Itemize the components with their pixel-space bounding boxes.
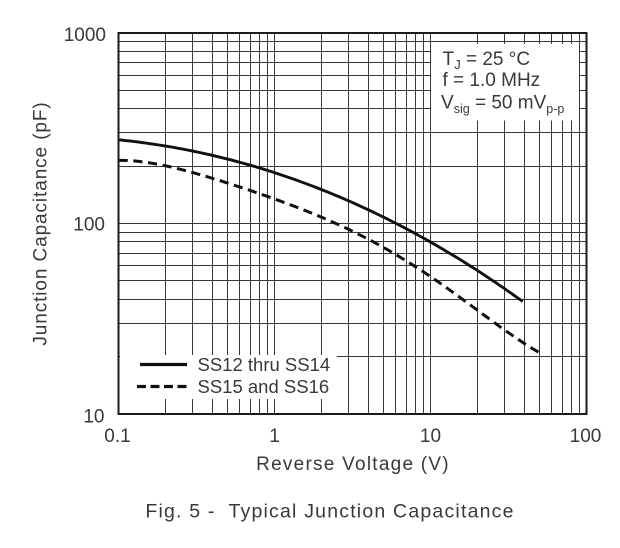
svg-text:100: 100 <box>570 426 602 447</box>
svg-text:Fig. 5 - Typical Junction Cap: Fig. 5 - Typical Junction Capacitance <box>145 501 514 523</box>
svg-text:f = 1.0 MHz: f = 1.0 MHz <box>443 70 541 91</box>
svg-text:Junction Capacitance (pF): Junction Capacitance (pF) <box>31 101 52 345</box>
svg-text:10: 10 <box>83 407 104 428</box>
svg-text:Vsig = 50 mVp-p: Vsig = 50 mVp-p <box>441 93 564 117</box>
svg-text:SS12 thru SS14: SS12 thru SS14 <box>198 354 331 375</box>
svg-text:TJ = 25 °C: TJ = 25 °C <box>443 49 531 72</box>
svg-text:100: 100 <box>73 215 105 236</box>
svg-text:1: 1 <box>269 426 280 447</box>
svg-text:Reverse Voltage (V): Reverse Voltage (V) <box>256 454 450 475</box>
svg-text:SS15 and SS16: SS15 and SS16 <box>198 376 330 397</box>
svg-text:1000: 1000 <box>64 25 106 46</box>
svg-text:10: 10 <box>420 426 441 447</box>
svg-text:0.1: 0.1 <box>104 426 130 447</box>
